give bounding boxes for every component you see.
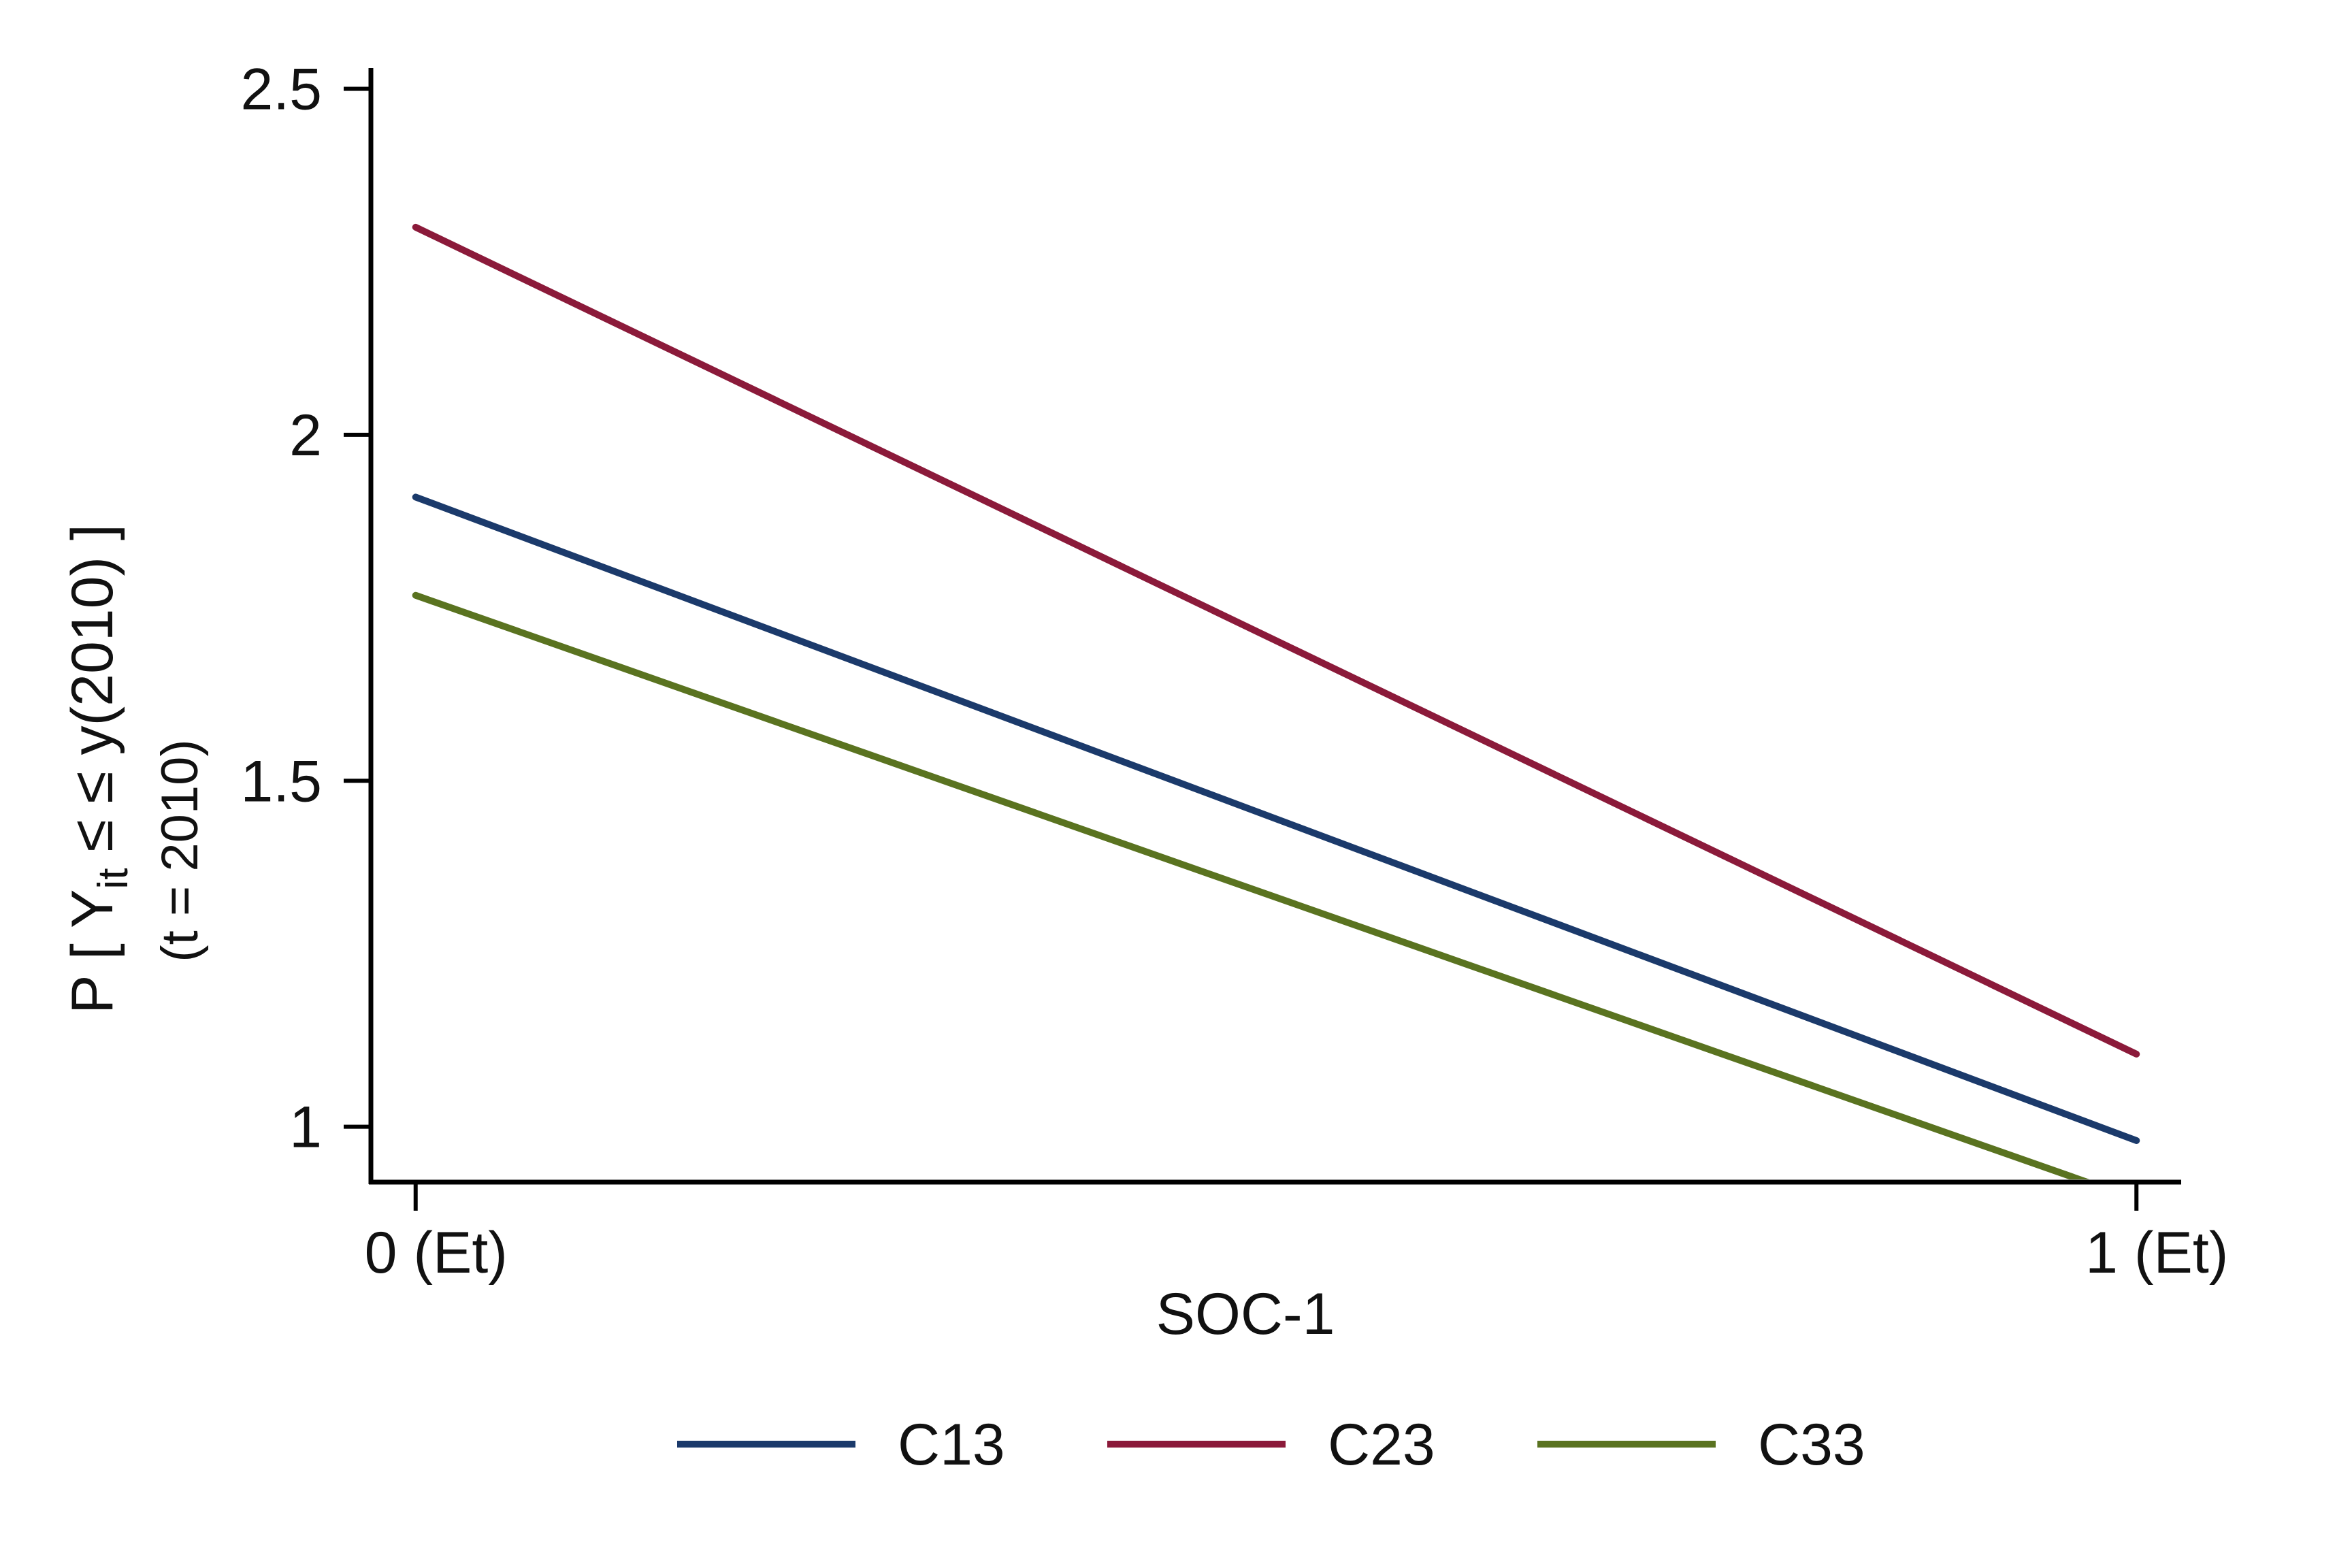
y-tick-label: 2.5: [240, 57, 322, 122]
series-lines: [412, 223, 2140, 1179]
y-axis-title-line-1: P [ Yit ≤ ≤ y(2010) ]: [60, 524, 137, 1014]
x-ticks: 0 (Et) 1 (Et): [365, 1182, 2228, 1286]
series-line-c23: [412, 223, 2140, 1058]
legend-item-c23: C23: [1107, 1412, 1435, 1477]
legend-label: C13: [898, 1412, 1005, 1477]
y-axis-title-line-2: (t = 2010): [151, 739, 209, 962]
axes: [368, 68, 2181, 1185]
x-axis-title: SOC-1: [1156, 1281, 1335, 1347]
y-tick-label: 1.5: [240, 749, 322, 814]
legend: C13 C23 C33: [677, 1412, 1865, 1477]
legend-item-c13: C13: [677, 1412, 1005, 1477]
y-axis-title: P [ Yit ≤ ≤ y(2010) ] (t = 2010): [60, 524, 209, 1014]
legend-label: C23: [1328, 1412, 1435, 1477]
legend-item-c33: C33: [1537, 1412, 1865, 1477]
x-tick-label: 0 (Et): [365, 1220, 508, 1286]
series-line-c33: [412, 591, 2090, 1179]
y-ticks: 1 1.5 2 2.5: [240, 57, 371, 1160]
legend-label: C33: [1758, 1412, 1865, 1477]
y-tick-label: 1: [289, 1095, 322, 1160]
y-tick-label: 2: [289, 403, 322, 468]
series-line-c13: [412, 493, 2140, 1144]
x-tick-label: 1 (Et): [2085, 1220, 2228, 1286]
